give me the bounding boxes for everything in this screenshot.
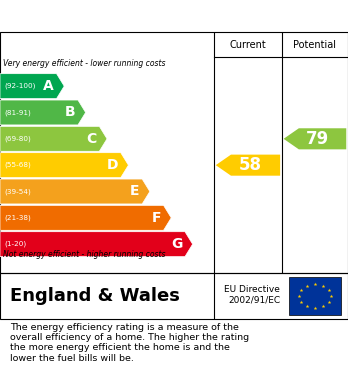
Text: C: C <box>86 132 96 146</box>
Polygon shape <box>0 179 150 204</box>
Text: Not energy efficient - higher running costs: Not energy efficient - higher running co… <box>3 249 166 258</box>
Text: Very energy efficient - lower running costs: Very energy efficient - lower running co… <box>3 59 166 68</box>
Polygon shape <box>284 128 346 149</box>
Text: B: B <box>64 106 75 120</box>
Text: (69-80): (69-80) <box>4 136 31 142</box>
Text: G: G <box>171 237 182 251</box>
Text: Current: Current <box>230 39 266 50</box>
Text: (92-100): (92-100) <box>4 83 35 90</box>
Text: E: E <box>130 185 139 199</box>
Polygon shape <box>0 100 86 125</box>
Polygon shape <box>0 153 128 178</box>
Polygon shape <box>0 205 171 230</box>
Polygon shape <box>0 74 64 99</box>
Polygon shape <box>216 154 280 176</box>
Bar <box>289 277 341 315</box>
Text: Potential: Potential <box>293 39 337 50</box>
Text: (1-20): (1-20) <box>4 241 26 248</box>
Text: (39-54): (39-54) <box>4 188 31 195</box>
Text: F: F <box>151 211 161 225</box>
Text: The energy efficiency rating is a measure of the
overall efficiency of a home. T: The energy efficiency rating is a measur… <box>10 323 250 363</box>
Text: EU Directive
2002/91/EC: EU Directive 2002/91/EC <box>224 285 280 305</box>
Text: D: D <box>106 158 118 172</box>
Text: England & Wales: England & Wales <box>10 287 180 305</box>
Polygon shape <box>0 232 193 256</box>
Text: (21-38): (21-38) <box>4 215 31 221</box>
Text: A: A <box>43 79 54 93</box>
Polygon shape <box>0 126 107 151</box>
Text: 79: 79 <box>306 130 329 148</box>
Text: Energy Efficiency Rating: Energy Efficiency Rating <box>10 9 221 23</box>
Text: (55-68): (55-68) <box>4 162 31 169</box>
Text: 58: 58 <box>239 156 262 174</box>
Text: (81-91): (81-91) <box>4 109 31 116</box>
